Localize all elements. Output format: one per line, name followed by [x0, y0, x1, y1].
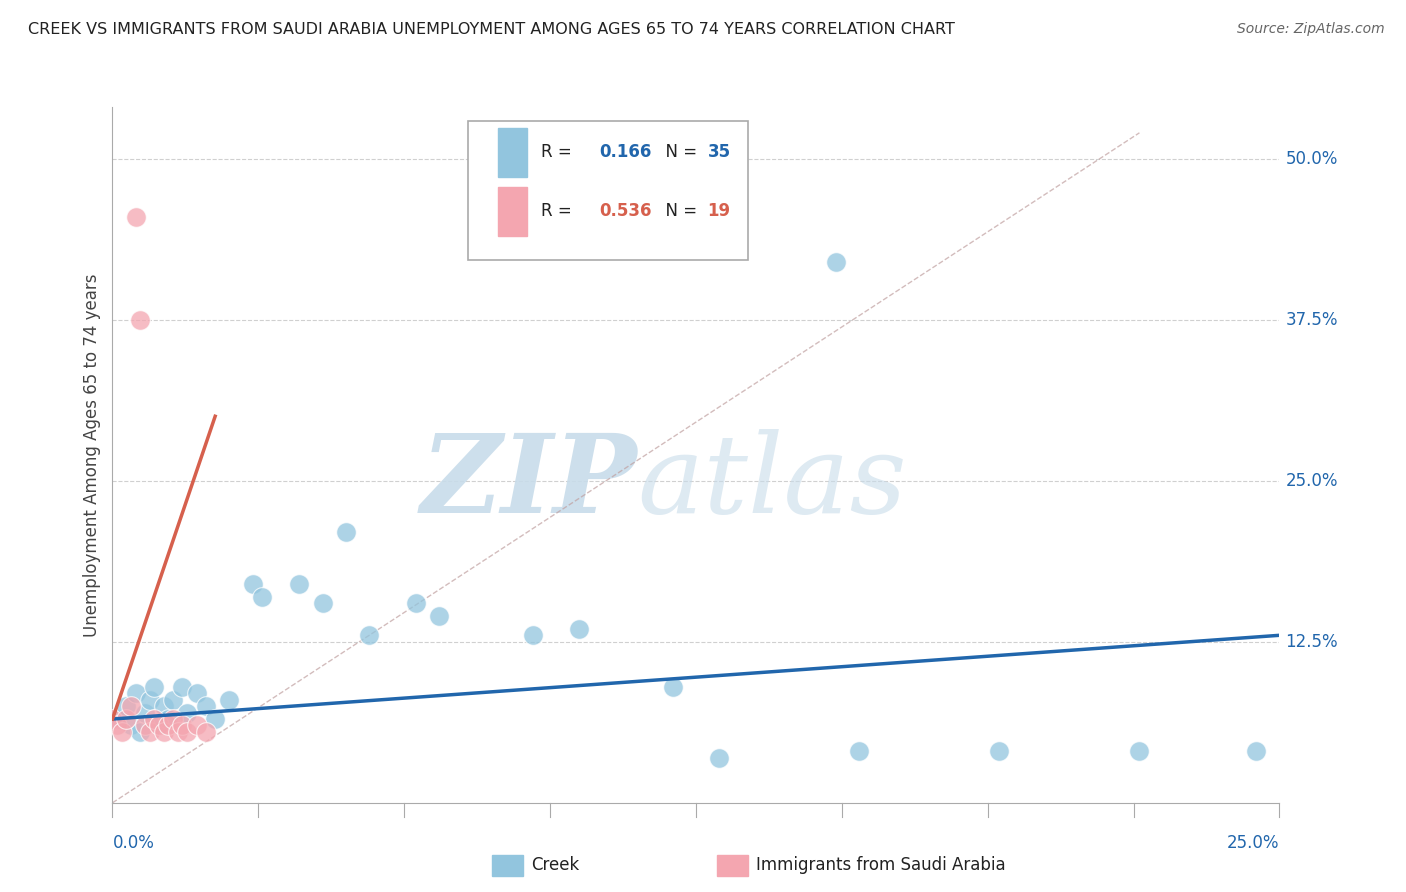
Point	[194, 725, 217, 739]
Point	[139, 692, 162, 706]
Point	[194, 699, 217, 714]
Bar	[498, 128, 527, 177]
Point	[335, 525, 357, 540]
Point	[1244, 744, 1267, 758]
Text: 0.536: 0.536	[599, 202, 651, 220]
Point	[153, 699, 176, 714]
Point	[105, 718, 128, 732]
Point	[176, 725, 198, 739]
Point	[143, 712, 166, 726]
Text: 0.166: 0.166	[599, 144, 651, 161]
Text: R =: R =	[541, 144, 576, 161]
Point	[186, 686, 208, 700]
Point	[988, 744, 1011, 758]
Point	[129, 312, 152, 326]
Point	[125, 686, 148, 700]
Point	[242, 576, 264, 591]
Point	[427, 609, 450, 624]
Point	[153, 725, 176, 739]
Point	[129, 725, 152, 739]
Point	[250, 590, 273, 604]
Point	[143, 680, 166, 694]
Text: atlas: atlas	[638, 429, 907, 536]
Text: ZIP: ZIP	[420, 429, 638, 536]
Point	[134, 718, 156, 732]
Text: R =: R =	[541, 202, 576, 220]
Text: 0.0%: 0.0%	[112, 834, 155, 852]
Point	[111, 725, 134, 739]
Point	[1128, 744, 1150, 758]
Point	[405, 596, 427, 610]
Text: 25.0%: 25.0%	[1227, 834, 1279, 852]
Point	[204, 712, 226, 726]
Point	[522, 628, 544, 642]
Point	[176, 706, 198, 720]
Point	[218, 692, 240, 706]
Text: 25.0%: 25.0%	[1285, 472, 1337, 490]
Y-axis label: Unemployment Among Ages 65 to 74 years: Unemployment Among Ages 65 to 74 years	[83, 273, 101, 637]
FancyBboxPatch shape	[468, 121, 748, 260]
Point	[661, 680, 683, 694]
Point	[148, 718, 170, 732]
Text: CREEK VS IMMIGRANTS FROM SAUDI ARABIA UNEMPLOYMENT AMONG AGES 65 TO 74 YEARS COR: CREEK VS IMMIGRANTS FROM SAUDI ARABIA UN…	[28, 22, 955, 37]
Text: N =: N =	[655, 202, 703, 220]
Point	[172, 718, 194, 732]
Point	[148, 718, 170, 732]
Text: Creek: Creek	[531, 856, 579, 874]
Text: 19: 19	[707, 202, 731, 220]
Point	[134, 706, 156, 720]
Point	[125, 210, 148, 224]
Point	[105, 712, 128, 726]
Text: 37.5%: 37.5%	[1285, 310, 1337, 328]
Point	[848, 744, 870, 758]
Point	[162, 712, 184, 726]
Point	[568, 622, 591, 636]
Point	[115, 712, 138, 726]
Text: Immigrants from Saudi Arabia: Immigrants from Saudi Arabia	[756, 856, 1007, 874]
Point	[172, 680, 194, 694]
Point	[101, 712, 124, 726]
Text: 12.5%: 12.5%	[1285, 632, 1339, 651]
Text: Source: ZipAtlas.com: Source: ZipAtlas.com	[1237, 22, 1385, 37]
Point	[139, 725, 162, 739]
Point	[157, 712, 180, 726]
Point	[186, 718, 208, 732]
Point	[359, 628, 381, 642]
Point	[825, 254, 848, 268]
Point	[120, 718, 142, 732]
Point	[157, 718, 180, 732]
Bar	[498, 187, 527, 235]
Point	[115, 699, 138, 714]
Text: 35: 35	[707, 144, 731, 161]
Point	[166, 725, 188, 739]
Text: N =: N =	[655, 144, 703, 161]
Text: 50.0%: 50.0%	[1285, 150, 1337, 168]
Point	[709, 750, 731, 764]
Point	[288, 576, 311, 591]
Point	[120, 699, 142, 714]
Point	[311, 596, 333, 610]
Point	[162, 692, 184, 706]
